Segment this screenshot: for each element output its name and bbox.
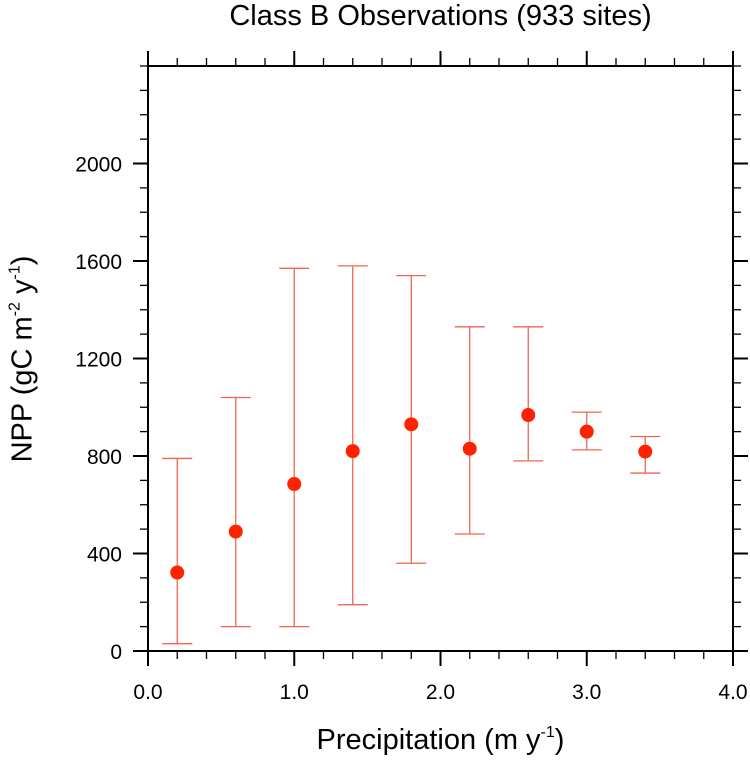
- y-tick-label: 2000: [75, 154, 122, 177]
- y-tick-label: 800: [87, 446, 122, 469]
- plot-frame: [147, 65, 734, 652]
- data-point: [170, 565, 185, 580]
- x-tick-label: 4.0: [718, 681, 747, 704]
- data-point: [521, 408, 536, 423]
- data-point: [345, 444, 360, 459]
- y-tick-label: 1600: [75, 251, 122, 274]
- x-axis-label-sup: -1: [540, 724, 555, 741]
- data-point: [287, 477, 302, 492]
- axis-tick-labels: 0.0 1.0 2.0 3.0 4.0 0 400 800 1200 1600 2000: [75, 154, 747, 705]
- data-point: [462, 441, 477, 456]
- x-axis-label-text: Precipitation (m y: [316, 724, 541, 756]
- x-tick-label: 3.0: [572, 681, 601, 704]
- data-point: [638, 444, 653, 459]
- data-point: [228, 524, 243, 539]
- axis-ticks: [133, 51, 748, 666]
- data-point: [579, 424, 594, 439]
- data-point: [404, 417, 419, 432]
- data-points: [170, 408, 653, 580]
- x-tick-label: 0.0: [133, 681, 162, 704]
- x-axis-label: Precipitation (m y-1): [148, 724, 733, 757]
- y-tick-label: 0: [110, 641, 122, 664]
- chart-title: Class B Observations (933 sites): [229, 0, 652, 32]
- y-tick-label: 1200: [75, 349, 122, 372]
- error-bars: [162, 265, 661, 645]
- x-tick-label: 1.0: [280, 681, 309, 704]
- x-tick-label: 2.0: [426, 681, 455, 704]
- y-tick-label: 400: [87, 544, 122, 567]
- x-axis-label-end: ): [554, 724, 565, 756]
